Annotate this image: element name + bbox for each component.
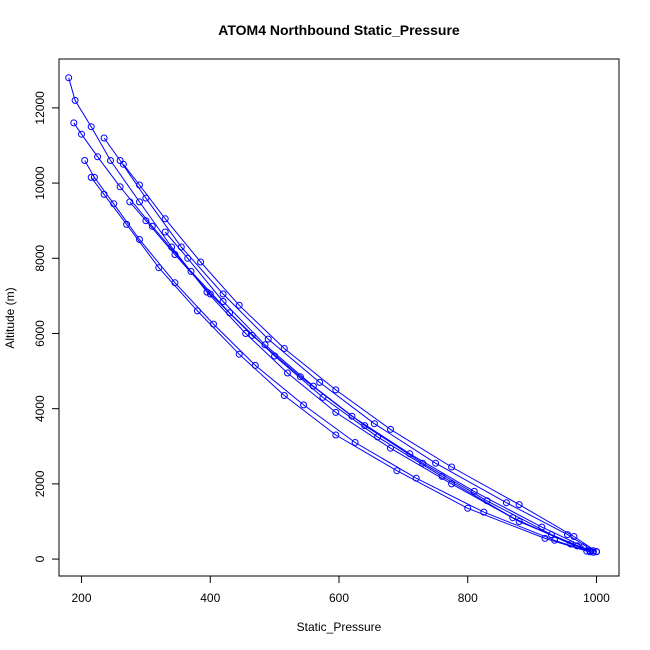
data-point bbox=[81, 157, 89, 164]
series-line bbox=[103, 137, 594, 552]
data-point bbox=[370, 420, 378, 428]
data-point bbox=[136, 198, 143, 206]
data-point bbox=[65, 74, 73, 82]
data-point bbox=[107, 157, 114, 164]
data-point bbox=[142, 217, 150, 225]
x-tick-label: 600 bbox=[329, 591, 349, 605]
data-point bbox=[351, 439, 359, 446]
data-series bbox=[119, 160, 600, 556]
data-point bbox=[197, 258, 205, 266]
data-point bbox=[235, 301, 243, 309]
data-point bbox=[193, 307, 201, 315]
y-axis-label: Altitude (m) bbox=[3, 287, 17, 348]
data-point bbox=[280, 345, 288, 352]
x-tick-label: 1000 bbox=[583, 591, 610, 605]
data-point bbox=[589, 547, 597, 555]
data-point bbox=[502, 499, 510, 507]
x-tick-label: 400 bbox=[200, 591, 220, 605]
data-point bbox=[87, 123, 95, 131]
data-point bbox=[316, 378, 324, 386]
data-point bbox=[116, 183, 124, 191]
data-point bbox=[570, 533, 578, 540]
data-point bbox=[547, 531, 555, 539]
data-point bbox=[78, 130, 85, 138]
data-point bbox=[206, 290, 214, 298]
y-tick-label: 0 bbox=[33, 555, 47, 562]
data-point bbox=[70, 119, 78, 127]
data-point bbox=[586, 547, 594, 555]
y-tick-label: 2000 bbox=[33, 470, 47, 497]
data-point bbox=[483, 497, 491, 505]
data-point bbox=[448, 463, 456, 471]
data-point bbox=[161, 228, 169, 236]
data-point bbox=[332, 408, 340, 416]
series-layer bbox=[65, 74, 600, 556]
data-series bbox=[100, 134, 597, 555]
data-point bbox=[284, 369, 291, 377]
data-point bbox=[261, 341, 269, 349]
data-point bbox=[309, 382, 317, 390]
data-point bbox=[593, 548, 600, 556]
data-point bbox=[87, 173, 95, 181]
series-line bbox=[68, 77, 597, 553]
data-point bbox=[235, 350, 243, 358]
data-point bbox=[464, 504, 472, 512]
data-point bbox=[119, 160, 127, 168]
data-point bbox=[348, 412, 356, 420]
x-tick-label: 800 bbox=[458, 591, 478, 605]
data-point bbox=[226, 309, 234, 317]
data-point bbox=[94, 153, 102, 161]
series-line bbox=[73, 122, 594, 553]
data-series bbox=[161, 228, 594, 555]
data-point bbox=[332, 431, 340, 439]
y-tick-label: 8000 bbox=[33, 245, 47, 272]
x-tick-label: 200 bbox=[72, 591, 92, 605]
data-point bbox=[161, 215, 169, 223]
data-point bbox=[148, 222, 156, 230]
y-tick-label: 10000 bbox=[33, 166, 47, 200]
data-point bbox=[406, 450, 414, 458]
data-point bbox=[541, 534, 549, 542]
data-point bbox=[126, 198, 134, 206]
data-point bbox=[171, 251, 179, 258]
x-axis-label: Static_Pressure bbox=[297, 620, 382, 634]
data-point bbox=[432, 459, 440, 467]
data-point bbox=[187, 267, 195, 275]
chart-title: ATOM4 Northbound Static_Pressure bbox=[218, 22, 460, 38]
data-point bbox=[332, 386, 340, 394]
data-point bbox=[515, 501, 523, 509]
data-point bbox=[155, 264, 163, 272]
x-axis: 200 400 600 800 1000 bbox=[72, 575, 610, 605]
data-point bbox=[387, 425, 394, 433]
data-point bbox=[100, 190, 108, 198]
y-tick-label: 4000 bbox=[33, 395, 47, 422]
data-point bbox=[419, 459, 427, 467]
data-point bbox=[184, 254, 192, 262]
data-point bbox=[219, 290, 227, 298]
y-tick-label: 6000 bbox=[33, 320, 47, 347]
data-point bbox=[242, 330, 250, 337]
data-point bbox=[264, 335, 272, 343]
data-point bbox=[393, 467, 401, 475]
data-series bbox=[87, 173, 591, 555]
data-point bbox=[100, 134, 108, 142]
series-line bbox=[84, 160, 591, 553]
y-axis: 0 2000 4000 6000 8000 10000 12000 bbox=[33, 91, 60, 562]
series-line bbox=[123, 163, 597, 553]
data-point bbox=[300, 401, 308, 409]
series-line bbox=[164, 231, 591, 552]
data-point bbox=[136, 181, 143, 189]
data-point bbox=[71, 96, 79, 104]
data-point bbox=[280, 392, 288, 399]
data-point bbox=[296, 373, 304, 381]
data-point bbox=[123, 220, 131, 228]
series-line bbox=[90, 177, 587, 552]
y-tick-label: 12000 bbox=[33, 91, 47, 125]
data-point bbox=[248, 331, 256, 339]
series-line bbox=[129, 201, 584, 548]
data-point bbox=[219, 298, 227, 305]
data-point bbox=[361, 422, 369, 430]
